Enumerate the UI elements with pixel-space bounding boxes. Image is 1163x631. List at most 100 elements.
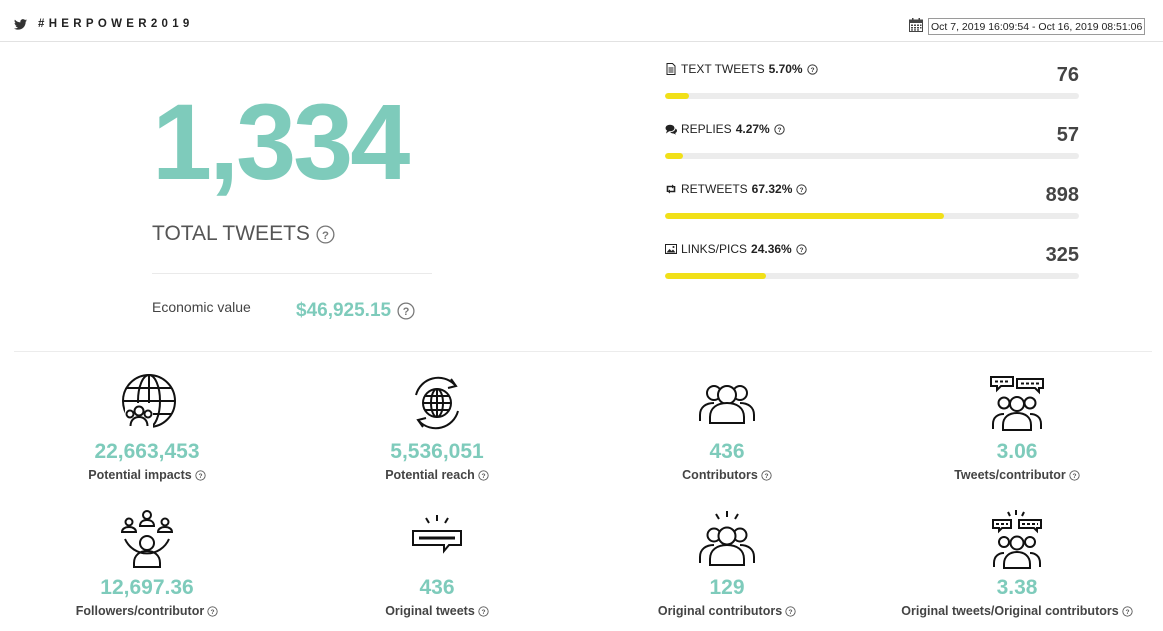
breakdown-row-retweets: RETWEETS 67.32% ? 898 (665, 182, 1079, 222)
globe-people-icon (122, 374, 176, 429)
stat-tweets-per-contributor: 3.06 Tweets/contributor? (872, 373, 1162, 482)
svg-text:?: ? (789, 608, 793, 615)
help-icon[interactable]: ? (478, 605, 489, 617)
svg-text:?: ? (198, 472, 202, 479)
breakdown-count: 57 (1056, 124, 1079, 146)
stat-value: 5,536,051 (390, 440, 484, 463)
breakdown-label-text: RETWEETS (681, 182, 748, 196)
stat-label: Original tweets? (292, 604, 582, 618)
stat-label: Original contributors? (582, 604, 872, 618)
total-tweets-label: TOTAL TWEETS ? (152, 222, 335, 246)
help-icon[interactable]: ? (796, 183, 808, 195)
stat-followers-per-contributor: 12,697.36 Followers/contributor? (2, 509, 292, 618)
group-chat-burst-icon (992, 510, 1042, 569)
breakdown-label: REPLIES 4.27% ? (665, 122, 785, 136)
economic-value-text: $46,925.15 (296, 300, 392, 321)
svg-text:?: ? (481, 472, 485, 479)
stat-label-text: Potential impacts (88, 468, 192, 482)
svg-text:?: ? (800, 186, 804, 193)
breakdown-label: RETWEETS 67.32% ? (665, 182, 808, 196)
stat-value: 436 (419, 576, 455, 599)
image-icon (665, 244, 677, 254)
breakdown-percent: 24.36% (751, 242, 792, 256)
twitter-icon (14, 19, 27, 30)
breakdown-label-text: TEXT TWEETS (681, 62, 765, 76)
hashtag-title: #HERPOWER2019 (38, 18, 194, 30)
date-range-picker[interactable]: Oct 7, 2019 16:09:54 - Oct 16, 2019 08:5… (928, 18, 1146, 35)
economic-value-label: Economic value (152, 299, 251, 315)
breakdown-label-text: LINKS/PICS (681, 242, 748, 256)
svg-text:?: ? (1072, 472, 1076, 479)
svg-text:?: ? (1125, 608, 1129, 615)
stat-label: Contributors? (582, 468, 872, 482)
svg-text:?: ? (211, 608, 215, 615)
stat-label: Potential impacts? (2, 468, 292, 482)
help-icon[interactable]: ? (397, 302, 415, 320)
breakdown-count: 76 (1056, 64, 1079, 86)
stat-label-text: Contributors (682, 468, 758, 482)
breakdown-count: 898 (1045, 184, 1079, 206)
stat-contributors: 436 Contributors? (582, 373, 872, 482)
breakdown-label-text: REPLIES (681, 122, 732, 136)
progress-fill (665, 153, 683, 159)
stat-original-tweets-per-original-contributors: 3.38 Original tweets/Original contributo… (872, 509, 1162, 618)
stat-label: Followers/contributor? (2, 604, 292, 618)
stat-label-text: Potential reach (385, 468, 475, 482)
total-tweets-value: 1,334 (152, 81, 410, 202)
group-chat-icon (990, 376, 1044, 431)
stat-value: 3.38 (996, 576, 1038, 599)
help-icon[interactable]: ? (195, 469, 206, 481)
section-divider (14, 351, 1152, 352)
progress-fill (665, 93, 689, 99)
svg-text:?: ? (810, 66, 814, 73)
svg-text:?: ? (777, 126, 781, 133)
help-icon[interactable]: ? (761, 469, 772, 481)
breakdown-row-links-pics: LINKS/PICS 24.36% ? 325 (665, 242, 1079, 282)
stat-value: 12,697.36 (100, 576, 194, 599)
svg-text:?: ? (403, 306, 410, 318)
comments-icon (665, 124, 677, 135)
stat-label-text: Followers/contributor (75, 604, 205, 618)
stat-label: Potential reach? (292, 468, 582, 482)
help-icon[interactable]: ? (796, 243, 807, 255)
stat-label: Tweets/contributor? (872, 468, 1162, 482)
progress-fill (665, 273, 766, 279)
stat-value: 129 (709, 576, 745, 599)
progress-track (665, 273, 1079, 279)
help-icon[interactable]: ? (806, 63, 818, 75)
document-icon (666, 63, 676, 75)
stat-value: 3.06 (996, 440, 1038, 463)
help-icon[interactable]: ? (1122, 605, 1133, 617)
group-icon (699, 385, 755, 424)
svg-text:?: ? (764, 472, 768, 479)
stat-original-tweets: 436 Original tweets? (292, 509, 582, 618)
svg-text:?: ? (799, 246, 803, 253)
help-icon[interactable]: ? (316, 224, 335, 244)
breakdown-label: LINKS/PICS 24.36% ? (665, 242, 807, 256)
economic-value: $46,925.15 ? (296, 300, 415, 322)
group-burst-icon (699, 511, 755, 566)
progress-track (665, 153, 1079, 159)
help-icon[interactable]: ? (478, 469, 489, 481)
help-icon[interactable]: ? (785, 605, 796, 617)
help-icon[interactable]: ? (1069, 469, 1080, 481)
progress-fill (665, 213, 944, 219)
stat-potential-reach: 5,536,051 Potential reach? (292, 373, 582, 482)
stat-label-text: Tweets/contributor (954, 468, 1066, 482)
stat-original-contributors: 129 Original contributors? (582, 509, 872, 618)
help-icon[interactable]: ? (774, 123, 785, 135)
help-icon[interactable]: ? (207, 605, 218, 617)
stat-label-text: Original contributors (657, 604, 783, 618)
divider (152, 273, 432, 274)
network-icon (120, 510, 174, 568)
stat-label-text: Original tweets/Original contributors (901, 604, 1119, 618)
calendar-icon[interactable] (909, 18, 923, 32)
tweet-burst-icon (412, 515, 462, 554)
stat-label: Original tweets/Original contributors? (872, 604, 1162, 618)
breakdown-percent: 4.27% (735, 122, 770, 136)
progress-track (665, 93, 1079, 99)
breakdown-row-text-tweets: TEXT TWEETS 5.70% ? 76 (665, 62, 1079, 102)
progress-track (665, 213, 1079, 219)
globe-refresh-icon (415, 376, 459, 430)
svg-text:?: ? (322, 229, 329, 241)
